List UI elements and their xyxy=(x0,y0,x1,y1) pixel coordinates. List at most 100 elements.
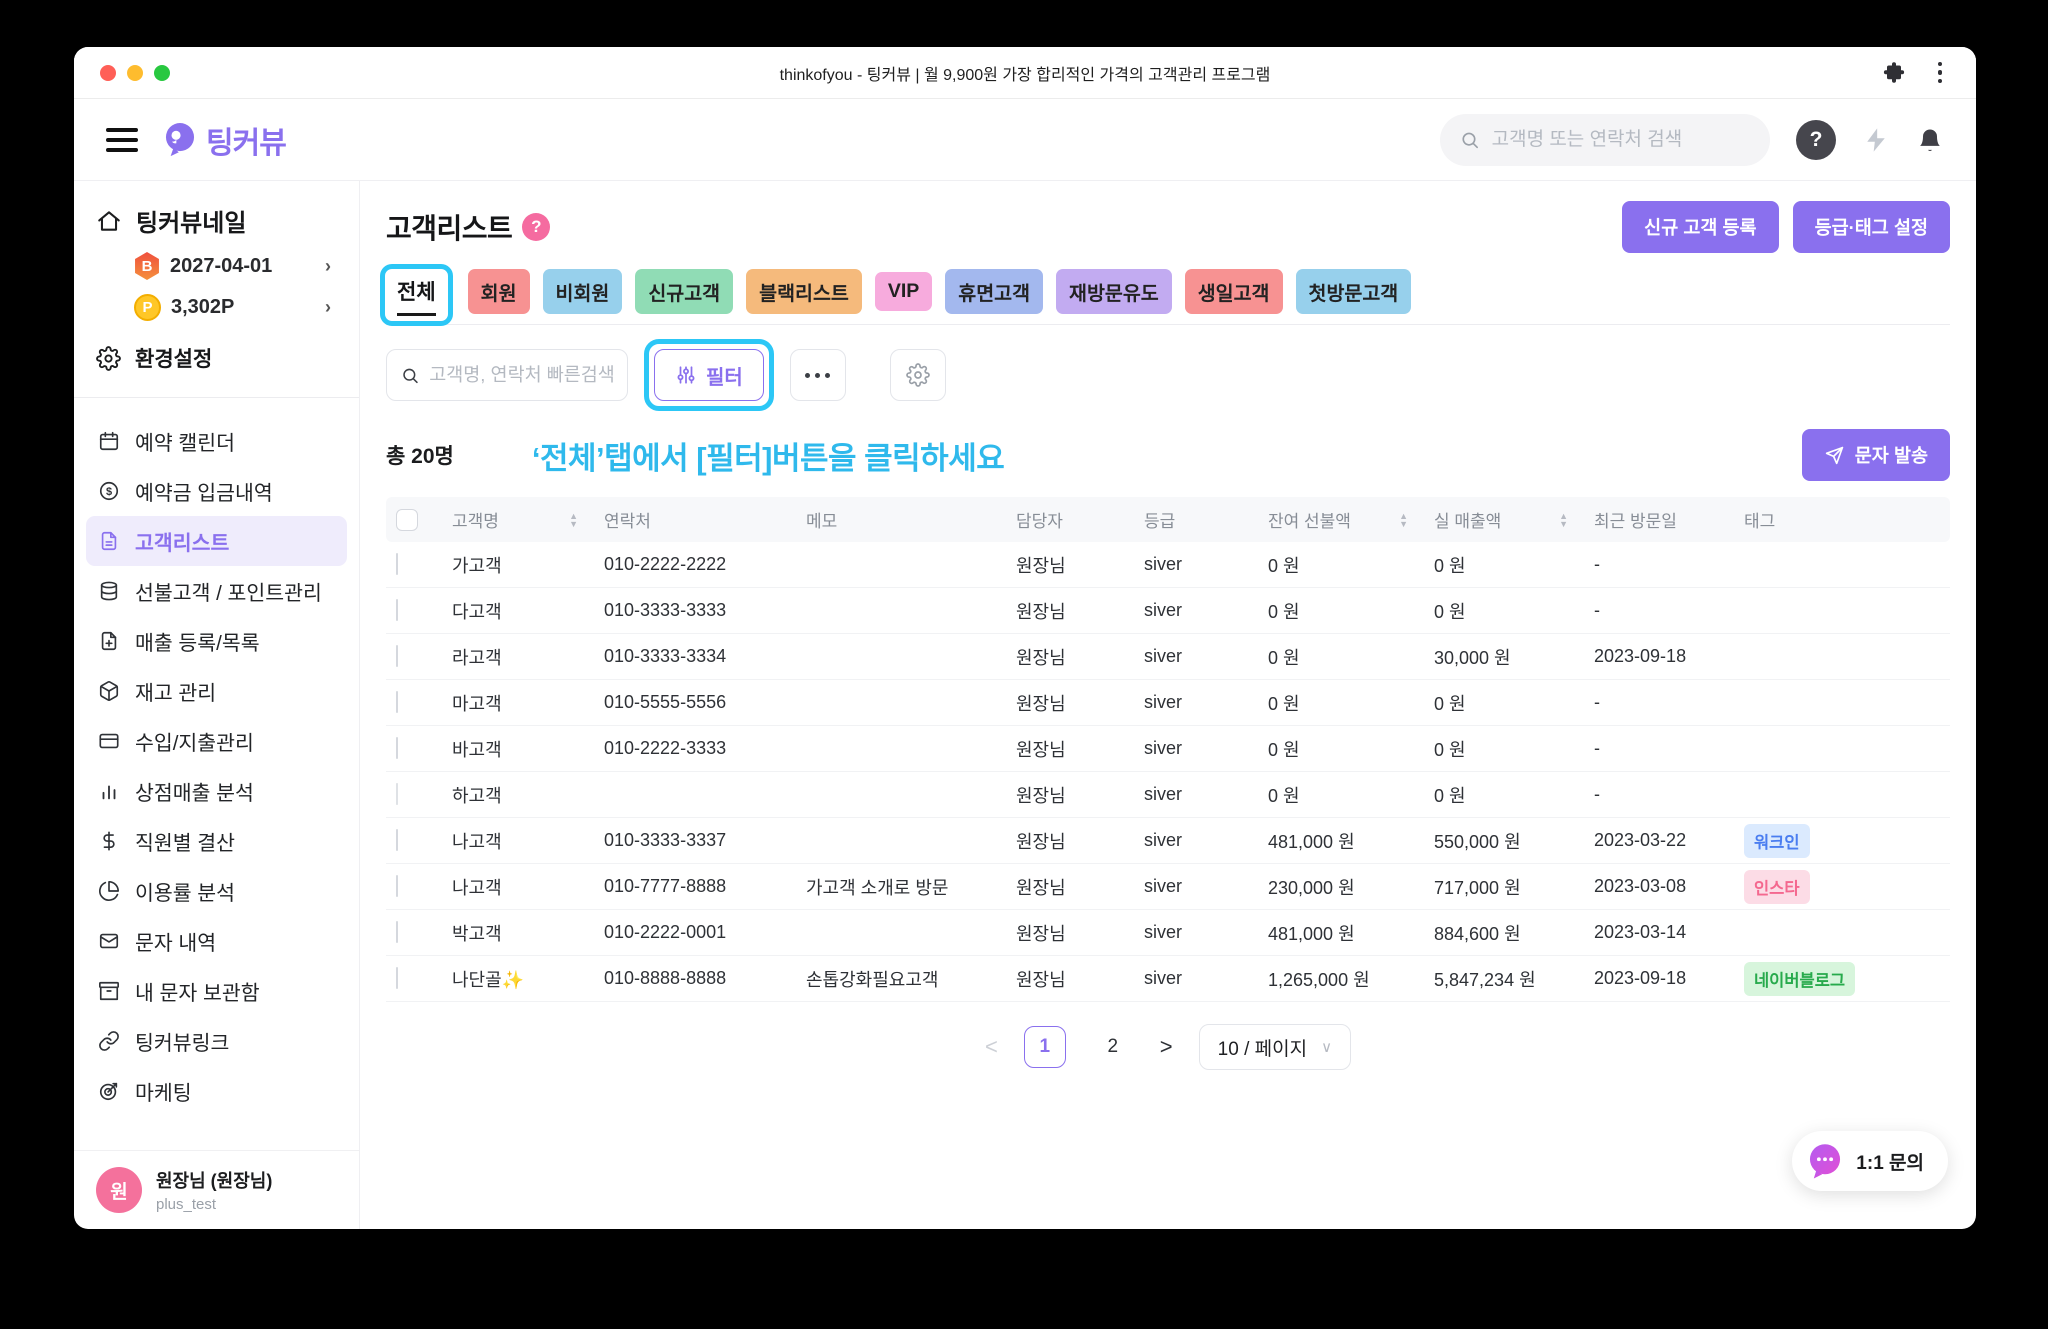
sidebar-item-sales-register[interactable]: 매출 등록/목록 xyxy=(86,616,347,666)
sidebar-user-profile[interactable]: 원 원장님 (원장님) plus_test xyxy=(74,1150,359,1229)
sidebar-item-reservation-calendar[interactable]: 예약 캘린더 xyxy=(86,416,347,466)
package-box-icon xyxy=(98,680,120,702)
page-2-button[interactable]: 2 xyxy=(1107,1036,1119,1057)
row-checkbox[interactable] xyxy=(396,645,398,667)
app-header: 팅커뷰 ? xyxy=(74,99,1976,181)
column-header-sales[interactable]: 실 매출액 ▲ ▼ xyxy=(1434,510,1568,531)
zoom-window-button[interactable] xyxy=(154,64,170,81)
browser-titlebar: thinkofyou - 팅커뷰 | 월 9,900원 가장 합리적인 가격의 … xyxy=(74,47,1976,99)
sidebar-item-label: 문자 내역 xyxy=(135,932,217,955)
table-row[interactable]: 라고객 010-3333-3334 원장님 siver 0 원 30,000 원 2023-… xyxy=(386,634,1950,680)
column-header-name[interactable]: 고객명 ▲ ▼ xyxy=(452,510,578,531)
help-button[interactable]: ? xyxy=(1796,119,1836,160)
points-row[interactable]: P 3,302P › xyxy=(134,294,337,321)
tutorial-highlight-ring: 필터 xyxy=(644,339,774,411)
column-header-last-visit: 최근 방문일 xyxy=(1594,512,1677,531)
tab-dormant[interactable]: 휴면고객 xyxy=(945,269,1044,314)
select-all-checkbox[interactable] xyxy=(396,508,418,531)
next-page-button[interactable]: > xyxy=(1159,1034,1173,1059)
sidebar-item-deposit-history[interactable]: $ 예약금 입금내역 xyxy=(86,466,347,516)
sidebar-item-sms-archive[interactable]: 내 문자 보관함 xyxy=(86,966,347,1016)
sidebar-item-inventory[interactable]: 재고 관리 xyxy=(86,666,347,716)
minimize-window-button[interactable] xyxy=(127,64,143,81)
table-row[interactable]: 나고객 010-7777-8888 가고객 소개로 방문 원장님 siver 230,00… xyxy=(386,864,1950,910)
calendar-icon xyxy=(98,430,120,452)
table-header: 고객명 ▲ ▼ 연락처 메모 담당자 등급 잔여 선불액 ▲ ▼ 실 매출액 ▲ ▼ 최근 … xyxy=(386,497,1950,542)
sidebar-item-settings[interactable]: 환경설정 xyxy=(96,343,337,373)
sidebar-item-prepaid-points[interactable]: 선불고객 / 포인트관리 xyxy=(86,566,347,616)
workspace-home[interactable]: 팅커뷰네일 xyxy=(96,203,337,238)
tab-first-visit[interactable]: 첫방문고객 xyxy=(1295,269,1412,314)
sidebar-item-label: 이용률 분석 xyxy=(135,882,235,905)
filter-button[interactable]: 필터 xyxy=(654,349,764,401)
sort-icon[interactable]: ▲ ▼ xyxy=(1399,510,1408,529)
workspace-name: 팅커뷰네일 xyxy=(136,210,247,237)
row-checkbox[interactable] xyxy=(396,691,398,713)
more-options-button[interactable] xyxy=(789,349,846,401)
user-name: 원장님 (원장님) xyxy=(156,1171,273,1191)
row-checkbox[interactable] xyxy=(396,967,398,989)
sidebar-item-store-sales-analysis[interactable]: 상점매출 분석 xyxy=(86,766,347,816)
row-checkbox[interactable] xyxy=(396,921,398,943)
page-title: 고객리스트 xyxy=(386,213,513,244)
column-header-prepaid[interactable]: 잔여 선불액 ▲ ▼ xyxy=(1268,510,1408,531)
new-customer-button[interactable]: 신규 고객 등록 xyxy=(1622,201,1779,253)
row-checkbox[interactable] xyxy=(396,553,398,575)
page-1-button[interactable]: 1 xyxy=(1023,1026,1066,1068)
support-chat-button[interactable]: 1:1 문의 xyxy=(1792,1131,1948,1191)
sidebar-item-usage-analysis[interactable]: 이용률 분석 xyxy=(86,866,347,916)
sort-icon[interactable]: ▲ ▼ xyxy=(569,510,578,529)
sort-icon[interactable]: ▲ ▼ xyxy=(1559,510,1568,529)
tab-non-member[interactable]: 비회원 xyxy=(542,269,623,314)
global-search-input[interactable] xyxy=(1491,128,1750,151)
row-checkbox[interactable] xyxy=(396,829,398,851)
notifications-bell-icon[interactable] xyxy=(1916,126,1944,154)
page-help-icon[interactable]: ? xyxy=(522,213,551,241)
grade-tag-settings-button[interactable]: 등급·태그 설정 xyxy=(1792,201,1950,253)
table-settings-button[interactable] xyxy=(889,349,946,401)
sidebar-item-label: 수입/지출관리 xyxy=(135,732,254,755)
row-checkbox[interactable] xyxy=(396,599,398,621)
tab-new-customer[interactable]: 신규고객 xyxy=(635,269,734,314)
tab-all[interactable]: 전체 xyxy=(397,276,436,316)
sidebar-item-sms-history[interactable]: 문자 내역 xyxy=(86,916,347,966)
prev-page-button[interactable]: < xyxy=(984,1034,998,1059)
tab-revisit[interactable]: 재방문유도 xyxy=(1056,269,1172,314)
tab-birthday[interactable]: 생일고객 xyxy=(1184,269,1283,314)
quick-actions-bolt-icon[interactable] xyxy=(1862,126,1890,154)
table-row[interactable]: 나단골✨ 010-8888-8888 손톱강화필요고객 원장님 siver 1,265,0… xyxy=(386,956,1950,1002)
page-size-select[interactable]: 10 / 페이지 ∨ xyxy=(1198,1024,1352,1070)
send-message-button[interactable]: 문자 발송 xyxy=(1801,429,1950,481)
sidebar-item-customer-list[interactable]: 고객리스트 xyxy=(86,516,347,566)
table-row[interactable]: 박고객 010-2222-0001 원장님 siver 481,000 원 884,600… xyxy=(386,910,1950,956)
extensions-puzzle-icon[interactable] xyxy=(1882,61,1906,85)
close-window-button[interactable] xyxy=(100,64,116,81)
home-icon xyxy=(98,210,120,231)
paper-plane-icon xyxy=(1825,446,1843,464)
quick-search-input[interactable] xyxy=(429,364,613,386)
sidebar-item-link[interactable]: 팅커뷰링크 xyxy=(86,1016,347,1066)
subscription-expiry-row[interactable]: B 2027-04-01 › xyxy=(134,252,337,280)
sidebar-item-label: 고객리스트 xyxy=(135,532,230,555)
sidebar-item-staff-settlement[interactable]: 직원별 결산 xyxy=(86,816,347,866)
tab-member[interactable]: 회원 xyxy=(467,269,530,314)
tab-vip[interactable]: VIP xyxy=(874,272,933,311)
sliders-icon xyxy=(677,366,695,384)
row-checkbox[interactable] xyxy=(396,875,398,897)
sidebar-item-marketing[interactable]: 마케팅 xyxy=(86,1066,347,1116)
tab-blacklist[interactable]: 블랙리스트 xyxy=(746,269,862,314)
row-checkbox[interactable] xyxy=(396,783,398,805)
logo-speech-bubble-icon xyxy=(165,122,195,156)
sidebar-item-label: 상점매출 분석 xyxy=(135,782,254,805)
table-row[interactable]: 나고객 010-3333-3337 원장님 siver 481,000 원 550,000… xyxy=(386,818,1950,864)
row-checkbox[interactable] xyxy=(396,737,398,759)
sidebar-item-income-expense[interactable]: 수입/지출관리 xyxy=(86,716,347,766)
browser-menu-kebab-icon[interactable] xyxy=(1934,58,1947,88)
archive-box-icon xyxy=(98,980,120,1002)
hamburger-menu-icon[interactable] xyxy=(106,127,138,152)
